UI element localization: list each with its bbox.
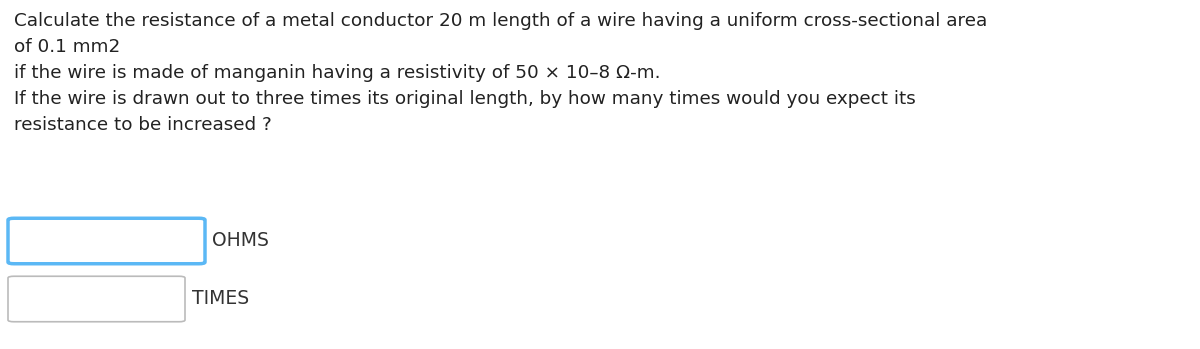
Text: of 0.1 mm2: of 0.1 mm2 [14,38,120,56]
Text: Calculate the resistance of a metal conductor 20 m length of a wire having a uni: Calculate the resistance of a metal cond… [14,12,988,30]
Text: TIMES: TIMES [192,290,250,309]
Text: resistance to be increased ?: resistance to be increased ? [14,116,271,134]
Text: OHMS: OHMS [212,231,269,251]
Text: If the wire is drawn out to three times its original length, by how many times w: If the wire is drawn out to three times … [14,90,916,108]
Text: if the wire is made of manganin having a resistivity of 50 × 10–8 Ω-m.: if the wire is made of manganin having a… [14,64,660,82]
